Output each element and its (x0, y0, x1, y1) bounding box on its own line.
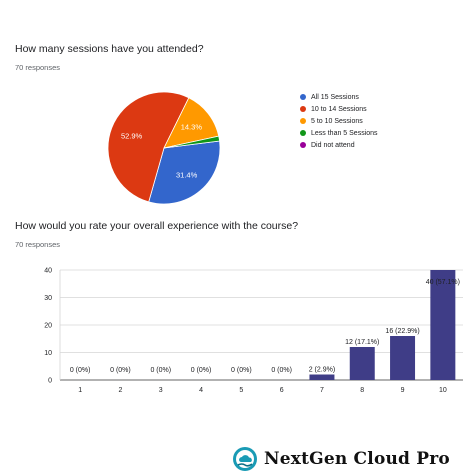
pie-legend: All 15 Sessions 10 to 14 Sessions 5 to 10 … (300, 91, 378, 151)
legend-swatch (300, 106, 306, 112)
question-2-response-count: 70 responses (15, 240, 61, 249)
legend-swatch (300, 94, 306, 100)
legend-item: All 15 Sessions (300, 91, 378, 103)
pie-slice-label: 52.9% (121, 132, 143, 141)
pie-slice-label: 14.3% (181, 123, 203, 132)
question-1-response-count: 70 responses (15, 63, 61, 72)
legend-swatch (300, 130, 306, 136)
bar-data-label: 2 (2.9%) (309, 367, 335, 374)
legend-item: Did not attend (300, 139, 378, 151)
bar-data-label: 12 (17.1%) (345, 339, 379, 346)
x-tick-label: 4 (199, 387, 203, 394)
y-tick-label: 0 (48, 378, 52, 385)
bar-7 (309, 374, 335, 380)
x-tick-label: 6 (280, 387, 284, 394)
x-tick-label: 2 (118, 387, 122, 394)
legend-label: 10 to 14 Sessions (311, 105, 367, 113)
pie-slice-5-to-10-sessions (163, 97, 220, 149)
legend-swatch (300, 142, 306, 148)
bar-data-label: 40 (57.1%) (426, 279, 460, 286)
legend-label: Less than 5 Sessions (311, 129, 378, 137)
x-tick-label: 1 (78, 387, 82, 394)
cloud-hand-logo-icon (233, 447, 257, 471)
legend-item: 5 to 10 Sessions (300, 115, 378, 127)
y-tick-label: 20 (44, 323, 52, 330)
y-tick-label: 30 (44, 295, 52, 302)
bar-10 (430, 270, 456, 380)
bar-data-label: 16 (22.9%) (385, 328, 419, 335)
legend-label: 5 to 10 Sessions (311, 117, 363, 125)
bar-data-label: 0 (0%) (150, 367, 171, 374)
x-tick-label: 3 (159, 387, 163, 394)
pie-slice-less-than-5-sessions (163, 135, 221, 149)
bar-data-label: 0 (0%) (110, 367, 131, 374)
pie-slice-all-15-sessions (148, 140, 221, 205)
legend-item: 10 to 14 Sessions (300, 103, 378, 115)
pie-slice-10-to-14-sessions (107, 91, 190, 203)
x-tick-label: 8 (360, 387, 364, 394)
question-2-title: How would you rate your overall experien… (15, 220, 299, 232)
bar-9 (390, 336, 416, 380)
bar-data-label: 0 (0%) (191, 367, 212, 374)
bar-data-label: 0 (0%) (271, 367, 292, 374)
legend-label: Did not attend (311, 141, 355, 149)
x-tick-label: 9 (401, 387, 405, 394)
legend-swatch (300, 118, 306, 124)
y-tick-label: 10 (44, 350, 52, 357)
x-tick-label: 5 (239, 387, 243, 394)
brand-footer: NextGen Cloud Pro (232, 446, 450, 472)
legend-item: Less than 5 Sessions (300, 127, 378, 139)
bar-8 (349, 347, 375, 380)
y-tick-label: 40 (44, 268, 52, 275)
bar-data-label: 0 (0%) (70, 367, 91, 374)
brand-name: NextGen Cloud Pro (264, 449, 450, 469)
bar-data-label: 0 (0%) (231, 367, 252, 374)
x-tick-label: 10 (439, 387, 447, 394)
x-tick-label: 7 (320, 387, 324, 394)
pie-slice-label: 31.4% (176, 170, 198, 179)
question-1-title: How many sessions have you attended? (15, 43, 204, 55)
legend-label: All 15 Sessions (311, 93, 359, 101)
